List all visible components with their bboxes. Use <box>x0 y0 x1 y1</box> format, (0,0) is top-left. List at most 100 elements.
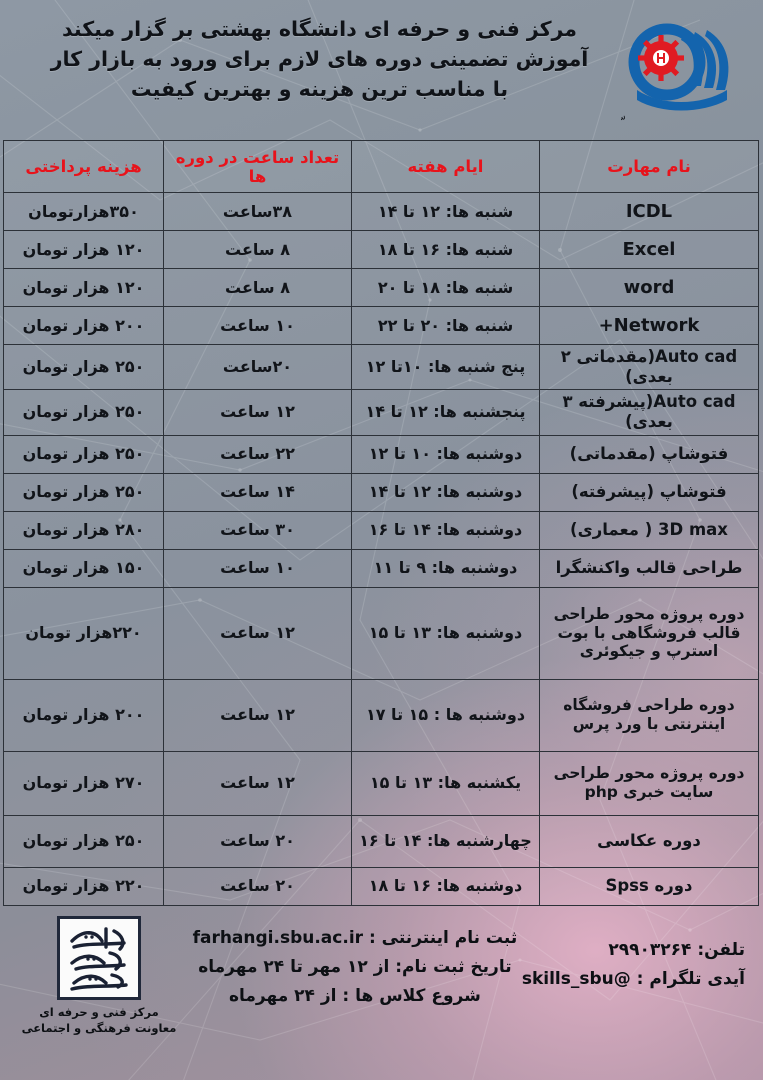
cell-price: ۲۰۰ هزار تومان <box>3 306 164 345</box>
cell-skill: فتوشاپ (پیشرفته) <box>539 472 759 512</box>
cell-price: ۲۵۰ هزار تومان <box>3 434 164 474</box>
cell-price: ۲۸۰ هزار تومان <box>3 510 164 550</box>
courses-table: نام مهارت ایام هفته تعداد ساعت در دوره ه… <box>3 140 759 906</box>
header-line-1: مرکز فنی و حرفه ای دانشگاه بهشتی بر گزار… <box>62 17 577 41</box>
cell-hours: ۱۴ ساعت <box>163 472 352 512</box>
cell-days: شنبه ها: ۲۰ تا ۲۲ <box>351 306 540 345</box>
cell-hours: ۱۲ ساعت <box>163 586 352 680</box>
cell-days: پنج شنبه ها: ۱۰تا ۱۲ <box>351 343 540 391</box>
cell-days: پنجشنبه ها: ۱۲ تا ۱۴ <box>351 389 540 436</box>
cell-days: دوشنبه ها: ۱۲ تا ۱۴ <box>351 472 540 512</box>
cell-hours: ۳۰ ساعت <box>163 510 352 550</box>
table-row: Auto cad(مقدماتی ۲ بعدی) پنج شنبه ها: ۱۰… <box>3 343 759 391</box>
class-start-text: شروع کلاس ها : از ۲۴ مهرماه <box>228 985 481 1006</box>
cell-skill: word <box>539 268 759 307</box>
cell-days: یکشنبه ها: ۱۳ تا ۱۵ <box>351 750 540 816</box>
courses-table-wrapper: نام مهارت ایام هفته تعداد ساعت در دوره ه… <box>3 140 759 906</box>
cell-hours: ۲۰ ساعت <box>163 814 352 868</box>
footer-contact-block: تلفن: ۲۹۹۰۳۲۶۴ آیدی تلگرام : @skills_sbu <box>522 914 749 996</box>
table-row: دوره پروژه محور طراحی قالب فروشگاهی با ب… <box>3 586 759 680</box>
table-row: Network+ شنبه ها: ۲۰ تا ۲۲ ۱۰ ساعت ۲۰۰ ه… <box>3 306 759 345</box>
header-title-block: مرکز فنی و حرفه ای دانشگاه بهشتی بر گزار… <box>8 6 621 104</box>
registration-url-text[interactable]: ثبت نام اینترنتی : farhangi.sbu.ac.ir <box>192 927 518 948</box>
cell-skill: دوره پروژه محور طراحی قالب فروشگاهی با ب… <box>539 586 759 680</box>
cell-price: ۲۲۰هزار تومان <box>3 586 164 680</box>
table-header-row: نام مهارت ایام هفته تعداد ساعت در دوره ه… <box>3 140 759 193</box>
cell-hours: ۲۰ساعت <box>163 343 352 391</box>
table-row: word شنبه ها: ۱۸ تا ۲۰ ۸ ساعت ۱۲۰ هزار ت… <box>3 268 759 307</box>
cell-hours: ۸ ساعت <box>163 230 352 269</box>
shahid-beheshti-university-logo <box>57 915 141 1000</box>
table-row: ICDL شنبه ها: ۱۲ تا ۱۴ ۳۸ساعت ۳۵۰هزارتوم… <box>3 192 759 231</box>
cell-hours: ۲۰ ساعت <box>163 866 352 906</box>
cell-hours: ۱۲ ساعت <box>163 750 352 816</box>
cell-price: ۲۵۰ هزار تومان <box>3 389 164 436</box>
column-header-skill: نام مهارت <box>539 140 759 193</box>
cell-days: دوشنبه ها: ۱۳ تا ۱۵ <box>351 586 540 680</box>
cell-skill: Excel <box>539 230 759 269</box>
cell-skill: فتوشاپ (مقدماتی) <box>539 434 759 474</box>
header-line-2: آموزش تضمینی دوره های لازم برای ورود به … <box>50 47 589 72</box>
cell-hours: ۸ ساعت <box>163 268 352 307</box>
poster-header: سازمان آموزش فنی و حرفه ای کشور مرکز فنی… <box>0 0 763 140</box>
cell-price: ۱۲۰ هزار تومان <box>3 230 164 269</box>
column-header-price: هزینه پرداختی <box>3 140 164 193</box>
cell-price: ۲۵۰ هزار تومان <box>3 472 164 512</box>
poster-footer: تلفن: ۲۹۹۰۳۲۶۴ آیدی تلگرام : @skills_sbu… <box>0 906 763 1054</box>
table-row: فتوشاپ (پیشرفته) دوشنبه ها: ۱۲ تا ۱۴ ۱۴ … <box>3 472 759 512</box>
table-row: دوره طراحی فروشگاه اینترنتی با ورد پرس د… <box>3 678 759 752</box>
column-header-days: ایام هفته <box>351 140 540 193</box>
cell-hours: ۳۸ساعت <box>163 192 352 231</box>
university-caption: مرکز فنی و حرفه ای معاونت فرهنگی و اجتما… <box>10 1004 188 1037</box>
cell-price: ۲۵۰ هزار تومان <box>3 814 164 868</box>
table-row: 3D max ( معماری) دوشنبه ها: ۱۴ تا ۱۶ ۳۰ … <box>3 510 759 550</box>
table-row: دوره Spss دوشنبه ها: ۱۶ تا ۱۸ ۲۰ ساعت ۲۲… <box>3 866 759 906</box>
telegram-text: آیدی تلگرام : @skills_sbu <box>521 969 745 990</box>
cell-days: دوشنبه ها: ۹ تا ۱۱ <box>351 548 540 588</box>
cell-hours: ۱۲ ساعت <box>163 678 352 752</box>
cell-skill: Auto cad(پیشرفته ۳ بعدی) <box>539 389 759 436</box>
cell-hours: ۱۰ ساعت <box>163 306 352 345</box>
cell-days: دوشنبه ها: ۱۴ تا ۱۶ <box>351 510 540 550</box>
cell-days: چهارشنبه ها: ۱۴ تا ۱۶ <box>351 814 540 868</box>
cell-hours: ۲۲ ساعت <box>163 434 352 474</box>
cell-days: دوشنبه ها: ۱۰ تا ۱۲ <box>351 434 540 474</box>
university-caption-line-1: مرکز فنی و حرفه ای <box>39 1004 159 1019</box>
university-caption-line-2: معاونت فرهنگی و اجتماعی <box>21 1021 177 1036</box>
cell-days: شنبه ها: ۱۶ تا ۱۸ <box>351 230 540 269</box>
footer-registration-block: ثبت نام اینترنتی : farhangi.sbu.ac.ir تا… <box>188 914 522 1012</box>
tvto-organization-logo: سازمان آموزش فنی و حرفه ای کشور <box>621 14 739 126</box>
cell-skill: ICDL <box>539 192 759 231</box>
table-row: طراحی قالب واکنشگرا دوشنبه ها: ۹ تا ۱۱ ۱… <box>3 548 759 588</box>
table-row: Auto cad(پیشرفته ۳ بعدی) پنجشنبه ها: ۱۲ … <box>3 389 759 436</box>
cell-skill: دوره طراحی فروشگاه اینترنتی با ورد پرس <box>539 678 759 752</box>
cell-price: ۲۰۰ هزار تومان <box>3 678 164 752</box>
cell-price: ۲۲۰ هزار تومان <box>3 866 164 906</box>
tvto-logo-caption: سازمان آموزش فنی و حرفه ای کشور <box>621 109 627 126</box>
cell-price: ۳۵۰هزارتومان <box>3 192 164 231</box>
header-line-3: با مناسب ترین هزینه و بهترین کیفیت <box>130 77 509 102</box>
cell-skill: دوره پروژه محور طراحی سایت خبری php <box>539 750 759 816</box>
table-row: دوره پروژه محور طراحی سایت خبری php یکشن… <box>3 750 759 816</box>
table-row: فتوشاپ (مقدماتی) دوشنبه ها: ۱۰ تا ۱۲ ۲۲ … <box>3 434 759 474</box>
table-row: دوره عکاسی چهارشنبه ها: ۱۴ تا ۱۶ ۲۰ ساعت… <box>3 814 759 868</box>
table-row: Excel شنبه ها: ۱۶ تا ۱۸ ۸ ساعت ۱۲۰ هزار … <box>3 230 759 269</box>
cell-days: شنبه ها: ۱۸ تا ۲۰ <box>351 268 540 307</box>
cell-hours: ۱۲ ساعت <box>163 389 352 436</box>
cell-skill: طراحی قالب واکنشگرا <box>539 548 759 588</box>
cell-hours: ۱۰ ساعت <box>163 548 352 588</box>
cell-skill: Auto cad(مقدماتی ۲ بعدی) <box>539 343 759 391</box>
cell-price: ۱۲۰ هزار تومان <box>3 268 164 307</box>
registration-date-text: تاریخ ثبت نام: از ۱۲ مهر تا ۲۴ مهرماه <box>198 956 512 977</box>
cell-days: دوشنبه ها: ۱۶ تا ۱۸ <box>351 866 540 906</box>
footer-university-block: مرکز فنی و حرفه ای معاونت فرهنگی و اجتما… <box>10 914 188 1037</box>
column-header-hours: تعداد ساعت در دوره ها <box>163 140 352 193</box>
cell-skill: دوره Spss <box>539 866 759 906</box>
cell-price: ۲۷۰ هزار تومان <box>3 750 164 816</box>
cell-price: ۲۵۰ هزار تومان <box>3 343 164 391</box>
phone-text: تلفن: ۲۹۹۰۳۲۶۴ <box>608 939 745 960</box>
cell-days: شنبه ها: ۱۲ تا ۱۴ <box>351 192 540 231</box>
cell-skill: دوره عکاسی <box>539 814 759 868</box>
cell-price: ۱۵۰ هزار تومان <box>3 548 164 588</box>
